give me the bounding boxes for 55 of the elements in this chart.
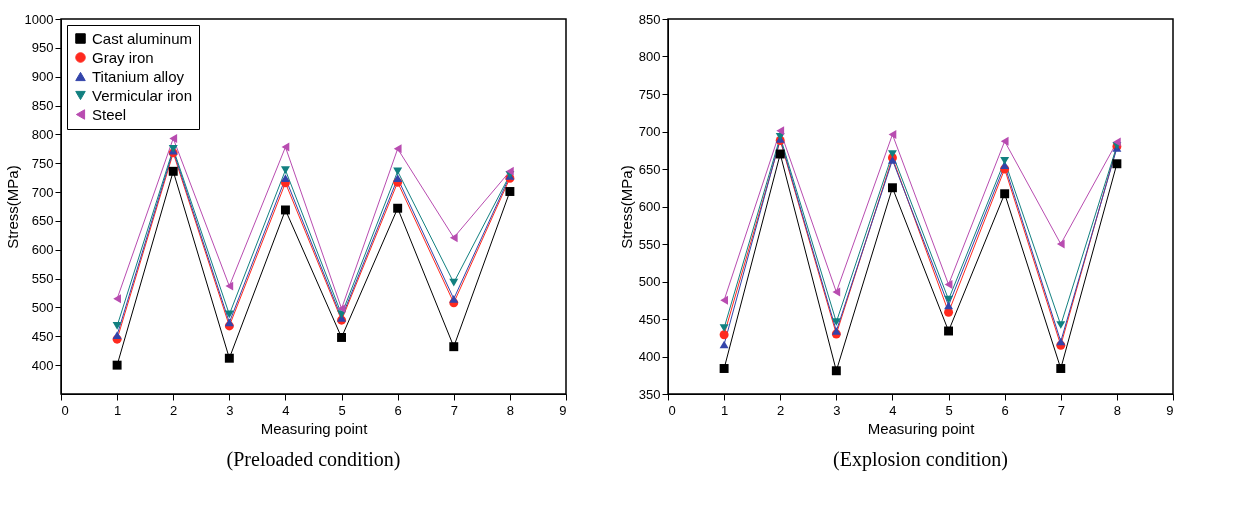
x-tick-label: 4 bbox=[282, 402, 290, 418]
text: (Explosion condition) bbox=[833, 448, 1008, 471]
legend-label: Cast aluminum bbox=[92, 29, 193, 47]
y-tick-label: 650 bbox=[638, 161, 661, 177]
y-tick-label: 550 bbox=[638, 236, 661, 252]
y-tick-label: 850 bbox=[31, 98, 54, 114]
y-tick-label: 800 bbox=[638, 49, 661, 64]
y-tick-label: 650 bbox=[31, 213, 54, 229]
x-tick-label: 7 bbox=[450, 402, 458, 418]
y-tick-label: 900 bbox=[31, 69, 54, 85]
x-tick-label: 8 bbox=[506, 402, 515, 418]
x-tick-label: 1 bbox=[720, 402, 729, 418]
legend-label: Titanium alloy bbox=[92, 67, 185, 85]
x-tick-label: 2 bbox=[777, 402, 785, 418]
x-tick-label: 0 bbox=[668, 402, 676, 418]
y-axis-title: Stress(MPa) bbox=[3, 165, 21, 249]
y-axis-title: Stress(MPa) bbox=[617, 165, 635, 249]
x-tick-label: 4 bbox=[889, 402, 897, 418]
y-tick-label: 500 bbox=[31, 299, 54, 315]
legend-label: Vermicular iron bbox=[92, 86, 193, 104]
y-tick-label: 700 bbox=[638, 124, 661, 139]
y-tick-label: 550 bbox=[31, 271, 54, 287]
y-tick-label: 850 bbox=[638, 11, 661, 27]
y-tick-label: 400 bbox=[638, 349, 661, 364]
y-tick-label: 500 bbox=[638, 274, 661, 289]
x-axis-title: Measuring point bbox=[867, 419, 976, 437]
legend-label: Steel bbox=[92, 105, 127, 123]
y-tick-label: 350 bbox=[638, 386, 661, 402]
x-tick-label: 5 bbox=[945, 402, 953, 418]
legend-label: Gray iron bbox=[92, 48, 154, 66]
x-tick-label: 9 bbox=[1166, 402, 1174, 418]
x-tick-label: 6 bbox=[1001, 402, 1009, 418]
x-tick-label: 7 bbox=[1057, 402, 1065, 418]
x-tick-label: 9 bbox=[559, 402, 567, 418]
x-tick-label: 8 bbox=[1113, 402, 1122, 418]
x-tick-label: 1 bbox=[113, 402, 122, 418]
x-tick-label: 2 bbox=[170, 402, 178, 418]
y-tick-label: 1000 bbox=[24, 11, 54, 27]
y-tick-label: 450 bbox=[31, 328, 54, 344]
y-tick-label: 750 bbox=[638, 86, 661, 102]
y-tick-label: 750 bbox=[31, 155, 54, 171]
y-tick-label: 800 bbox=[31, 126, 54, 142]
text: (Preloaded condition) bbox=[226, 448, 401, 471]
x-tick-label: 3 bbox=[833, 402, 841, 418]
y-tick-label: 450 bbox=[638, 311, 661, 327]
x-tick-label: 0 bbox=[61, 402, 69, 418]
x-axis-title: Measuring point bbox=[260, 419, 369, 437]
y-tick-label: 400 bbox=[31, 357, 54, 373]
x-tick-label: 6 bbox=[394, 402, 402, 418]
y-tick-label: 950 bbox=[31, 40, 54, 56]
y-tick-label: 600 bbox=[31, 242, 54, 258]
x-tick-label: 5 bbox=[338, 402, 346, 418]
x-tick-label: 3 bbox=[226, 402, 234, 418]
y-tick-label: 700 bbox=[31, 184, 54, 200]
y-tick-label: 600 bbox=[638, 199, 661, 214]
